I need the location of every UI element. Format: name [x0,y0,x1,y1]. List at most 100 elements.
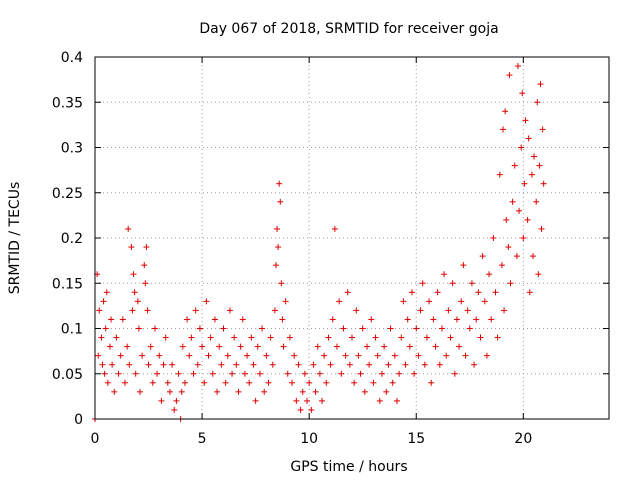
data-point [387,325,394,332]
data-point [256,370,263,377]
data-point [276,180,283,187]
data-point [525,135,532,142]
data-point [391,352,398,359]
data-point [496,171,503,178]
data-point [519,90,526,97]
data-point [286,334,293,341]
data-point [299,388,306,395]
data-point [513,253,520,260]
data-point [329,316,336,323]
chart-title: Day 067 of 2018, SRMTID for receiver goj… [199,21,498,37]
data-point [331,225,338,232]
data-point [233,361,240,368]
data-point [279,316,286,323]
data-point [224,352,231,359]
data-point [239,316,246,323]
data-point [494,334,501,341]
data-point [310,361,317,368]
data-point [323,379,330,386]
data-point [524,216,531,223]
data-point [129,307,136,314]
data-point [274,225,281,232]
data-point [327,361,334,368]
data-point [462,352,469,359]
data-point [316,370,323,377]
data-point [368,316,375,323]
data-point [468,280,475,287]
data-point [473,316,480,323]
data-point [244,352,251,359]
data-point [175,370,182,377]
data-point [526,289,533,296]
data-point [486,271,493,278]
data-point [357,370,364,377]
data-point [179,343,186,350]
data-point [297,406,304,413]
data-point [353,307,360,314]
data-point [488,316,495,323]
data-point [502,108,509,115]
data-point [393,397,400,404]
data-point [267,334,274,341]
data-point [383,388,390,395]
data-point [144,307,151,314]
data-point [130,271,137,278]
data-point [293,397,300,404]
y-tick-label: 0.05 [52,367,83,383]
data-point [520,235,527,241]
data-point [336,298,343,305]
data-point [142,280,149,287]
data-point [259,325,266,332]
data-point [361,388,368,395]
data-point [385,361,392,368]
data-point [96,307,103,314]
data-point [319,397,326,404]
data-point [141,262,148,269]
data-point [453,316,460,323]
data-point [458,298,465,305]
data-point [483,352,490,359]
data-point [376,397,383,404]
data-point [291,352,298,359]
data-point [419,280,426,287]
data-point [164,379,171,386]
data-point [218,361,225,368]
data-point [408,289,415,296]
data-point [506,72,513,79]
data-point [507,280,514,287]
data-point [166,388,173,395]
data-point [192,307,199,314]
data-point [406,343,413,350]
data-point [226,307,233,314]
data-point [222,379,229,386]
data-point [306,379,313,386]
data-point [449,280,456,287]
data-point [231,334,238,341]
data-point [216,343,223,350]
data-point [289,379,296,386]
data-point [438,325,445,332]
data-point [124,343,131,350]
data-point [370,379,377,386]
data-point [338,370,345,377]
data-point [404,316,411,323]
data-point [539,126,546,133]
data-point [456,343,463,350]
data-point [235,388,242,395]
data-point [342,352,349,359]
data-point [355,352,362,359]
data-point [151,325,158,332]
data-point [443,352,450,359]
data-point [108,316,115,323]
data-point [277,198,284,205]
data-point [229,370,236,377]
data-point [169,361,176,368]
data-point [441,271,448,278]
data-point [99,361,106,368]
data-point [119,316,126,323]
data-point [145,361,152,368]
data-point [378,370,385,377]
data-point [447,334,454,341]
data-point [445,307,452,314]
